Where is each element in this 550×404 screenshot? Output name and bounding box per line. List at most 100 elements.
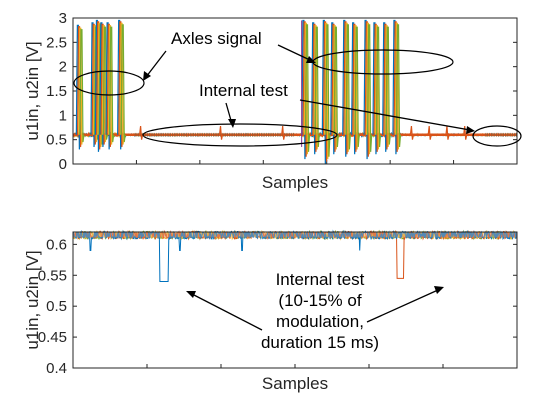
- arrow-bottom-left: [191, 293, 263, 331]
- top-blip: [139, 125, 144, 140]
- top-spike: [342, 19, 348, 157]
- top-y-tick-label: 0.5: [46, 132, 67, 149]
- top-spike: [314, 26, 320, 148]
- top-spike: [120, 24, 126, 143]
- top-spike: [324, 22, 330, 160]
- arrow-bottom-right: [366, 289, 439, 323]
- arrow-internal-right: [299, 99, 471, 131]
- top-spike: [325, 24, 331, 157]
- bottom-y-tick-label: 0.5: [46, 298, 67, 315]
- top-spike: [352, 23, 358, 152]
- top-spike: [351, 22, 357, 155]
- top-blip: [427, 125, 432, 140]
- bottom-series-0: [72, 229, 518, 282]
- top-spike: [100, 23, 106, 145]
- top-spike: [374, 25, 380, 150]
- top-series: [72, 19, 518, 165]
- top-blip: [409, 125, 415, 140]
- axles-signal-label: Axles signal: [171, 29, 262, 48]
- top-spike: [383, 23, 389, 150]
- bottom-x-label: Samples: [262, 374, 328, 393]
- top-spike: [372, 22, 378, 155]
- internal-test-label: Internal test: [199, 81, 288, 100]
- bottom-y-label: u1in, u2in [V]: [23, 250, 42, 349]
- top-panel: 0 0.5 1 1.5 2 2.5 3 Samples u1in, u2in [V] Axl…: [23, 10, 522, 192]
- top-spike: [322, 21, 329, 162]
- top-spike: [343, 21, 349, 155]
- arrowhead-internal-left: [228, 119, 236, 128]
- top-x-ticks: [72, 160, 518, 164]
- top-spike: [75, 24, 81, 150]
- top-spike: [392, 19, 398, 155]
- top-spike: [393, 21, 399, 152]
- internal-test-note-line-1: Internal test: [276, 270, 365, 289]
- top-spike: [91, 23, 97, 145]
- top-spike: [90, 22, 96, 148]
- arrowhead-bottom-left: [186, 291, 196, 298]
- bottom-series: [72, 229, 518, 282]
- top-y-label: u1in, u2in [V]: [23, 41, 42, 140]
- internal-test-note-line-4: duration 15 ms): [261, 333, 379, 352]
- top-x-label: Samples: [262, 173, 328, 192]
- internal-test-note-line-3: modulation,: [276, 312, 364, 331]
- top-spike: [344, 22, 350, 152]
- top-spike: [119, 22, 125, 145]
- arrowhead-axles-right: [306, 56, 316, 63]
- bottom-panel: 0.4 0.45 0.5 0.55 0.6 Samples u1in, u2in [V]…: [23, 229, 518, 393]
- top-spike: [353, 25, 359, 150]
- top-spike: [105, 22, 111, 150]
- arrowhead-internal-right: [466, 126, 475, 134]
- bottom-plot-area: [73, 232, 517, 368]
- top-spike: [301, 19, 307, 160]
- top-annotations: Axles signal Internal test: [73, 29, 522, 147]
- top-spike: [92, 25, 99, 143]
- bottom-y-tick-label: 0.6: [46, 236, 67, 253]
- bottom-annotations: Internal test (10-15% of modulation, dur…: [186, 270, 444, 352]
- top-y-tick-label: 1: [59, 107, 67, 124]
- top-spike: [102, 26, 109, 140]
- top-y-tick-label: 3: [59, 10, 67, 27]
- top-spike: [79, 29, 85, 143]
- top-spike: [99, 22, 105, 148]
- top-spike: [394, 22, 400, 150]
- internal-test-note-line-2: (10-15% of: [278, 291, 361, 310]
- top-spike: [94, 19, 101, 152]
- top-spike: [332, 25, 338, 150]
- top-blip: [445, 125, 450, 140]
- top-y-tick-label: 2: [59, 59, 67, 76]
- top-spike: [367, 24, 373, 152]
- arrowhead-axles-left: [143, 71, 151, 81]
- top-spike: [303, 22, 309, 155]
- top-spike: [106, 23, 112, 148]
- top-spike: [78, 27, 84, 145]
- internal-test-ellipse-right: [472, 125, 522, 147]
- top-spike: [302, 21, 308, 157]
- top-spike: [107, 25, 114, 145]
- top-spike: [97, 22, 103, 148]
- top-spike: [333, 26, 339, 148]
- top-spike: [96, 21, 102, 150]
- top-y-tick-label: 0: [59, 156, 67, 173]
- top-spike: [101, 25, 107, 143]
- top-spike: [384, 25, 390, 148]
- top-spike: [375, 26, 382, 148]
- top-spike: [385, 26, 391, 145]
- arrow-axles-right: [277, 44, 313, 62]
- top-spike: [395, 24, 402, 148]
- top-plot-area: [73, 18, 517, 164]
- arrowhead-bottom-right: [434, 286, 444, 294]
- top-spike: [382, 22, 388, 152]
- bottom-y-tick-label: 0.4: [46, 360, 67, 377]
- top-spike: [109, 26, 115, 143]
- bottom-axes-box: [72, 231, 518, 369]
- top-spike: [330, 22, 336, 155]
- top-spike: [117, 19, 123, 150]
- top-spike: [118, 21, 124, 148]
- top-axes-box: [72, 17, 518, 165]
- top-spike: [304, 24, 311, 152]
- top-spike: [331, 23, 337, 152]
- top-spike: [364, 21, 370, 157]
- top-y-tick-label: 2.5: [46, 34, 67, 51]
- top-blip: [218, 125, 224, 140]
